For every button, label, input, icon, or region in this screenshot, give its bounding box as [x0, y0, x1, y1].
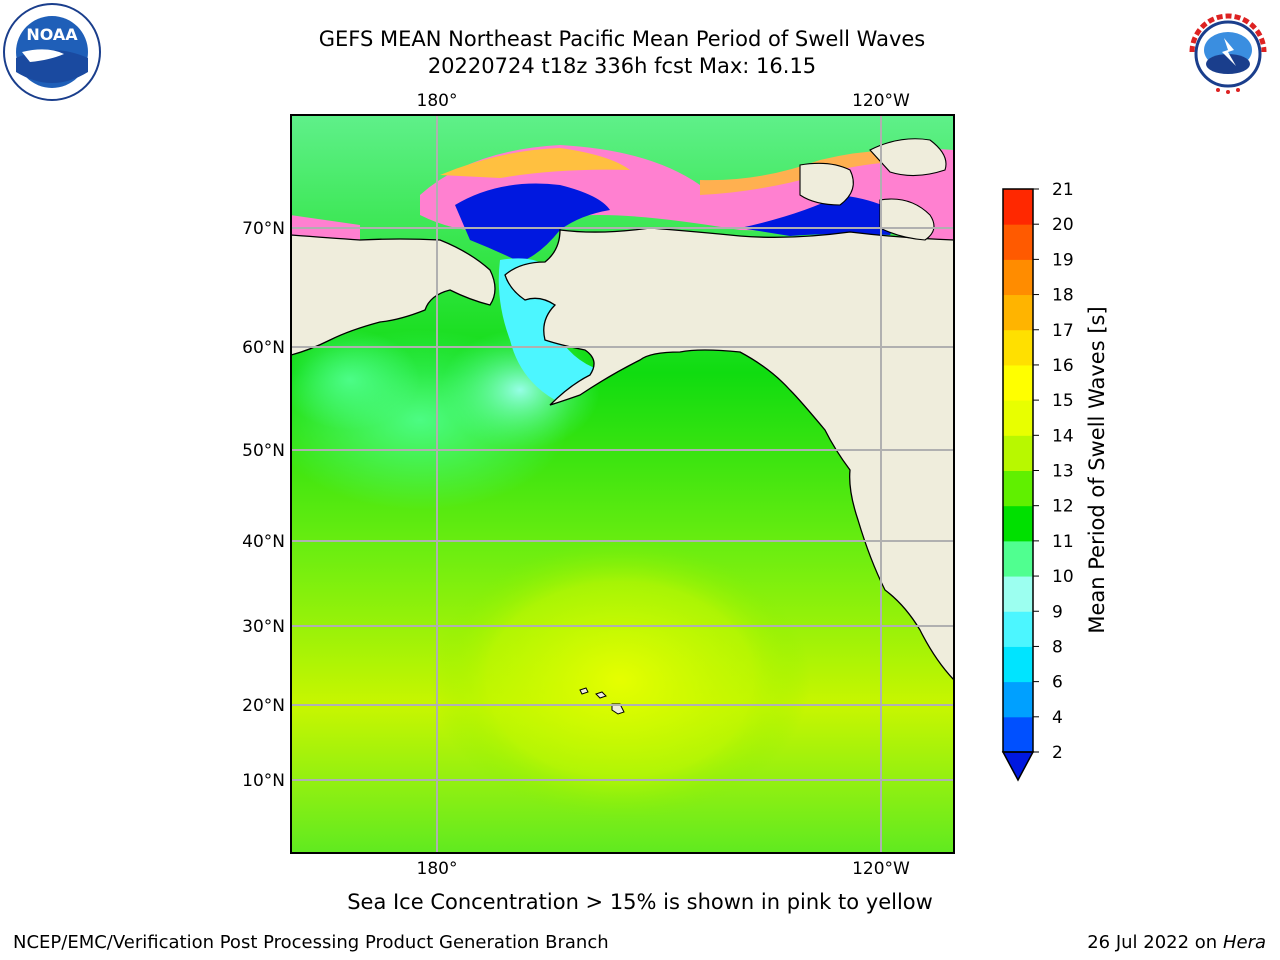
- lon-label-top-120w: 120°W: [852, 91, 910, 111]
- lat-label-70n: 70°N: [242, 219, 285, 239]
- footer-date-text: 26 Jul 2022 on: [1087, 932, 1223, 953]
- colorbar-swatch: [1003, 400, 1033, 436]
- lat-label-40n: 40°N: [242, 532, 285, 552]
- colorbar-label: Mean Period of Swell Waves [s]: [1085, 306, 1109, 634]
- lat-label-30n: 30°N: [242, 617, 285, 637]
- land-siberia: [291, 234, 496, 356]
- high-period-region: [430, 540, 810, 820]
- colorbar-tick-label: 12: [1052, 497, 1074, 517]
- colorbar-tick-label: 15: [1052, 391, 1074, 411]
- colorbar-tick-label: 4: [1052, 708, 1063, 728]
- mid-period-region-far-west: [291, 330, 420, 430]
- colorbar-tick-label: 14: [1052, 426, 1074, 446]
- nws-logo: [1180, 4, 1276, 100]
- lat-label-50n: 50°N: [242, 441, 285, 461]
- colorbar-swatch: [1003, 259, 1033, 296]
- chart-title: GEFS MEAN Northeast Pacific Mean Period …: [318, 27, 926, 51]
- colorbar-swatch: [1003, 681, 1033, 718]
- colorbar-swatch: [1003, 646, 1033, 683]
- noaa-logo-text: NOAA: [26, 25, 78, 44]
- colorbar-tick-label: 6: [1052, 673, 1063, 693]
- colorbar-swatch: [1003, 224, 1033, 260]
- colorbar-under-extension: [1001, 751, 1035, 782]
- colorbar-tick-label: 2: [1052, 743, 1063, 763]
- colorbar-tick-label: 17: [1052, 321, 1074, 341]
- lat-label-10n: 10°N: [242, 771, 285, 791]
- colorbar-swatch: [1003, 435, 1033, 471]
- footer-date: 26 Jul 2022 on Hera: [1087, 932, 1266, 953]
- colorbar-tick-label: 8: [1052, 637, 1063, 657]
- colorbar-swatch: [1003, 329, 1033, 366]
- colorbar-swatch: [1003, 294, 1033, 331]
- map-area: [291, 115, 954, 853]
- colorbar-tick-label: 16: [1052, 356, 1074, 376]
- colorbar-swatch: [1003, 716, 1033, 753]
- sea-ice-caption: Sea Ice Concentration > 15% is shown in …: [347, 890, 933, 914]
- map-frame: [290, 114, 955, 854]
- colorbar-swatch: [1003, 540, 1033, 577]
- colorbar-tick-label: 13: [1052, 462, 1074, 482]
- graticule: [291, 115, 954, 853]
- colorbar-swatch: [1003, 470, 1033, 507]
- lon-label-bottom-120w: 120°W: [852, 859, 910, 879]
- lon-label-bottom-180: 180°: [417, 859, 458, 879]
- colorbar-tick-label: 11: [1052, 532, 1074, 552]
- low-period-arctic: [455, 183, 610, 262]
- colorbar-tick-label: 9: [1052, 602, 1063, 622]
- lat-label-20n: 20°N: [242, 696, 285, 716]
- footer-credit: NCEP/EMC/Verification Post Processing Pr…: [13, 932, 609, 953]
- colorbar-swatch: [1003, 189, 1033, 225]
- colorbar-tick-label: 18: [1052, 286, 1074, 306]
- colorbar-swatch: [1003, 364, 1033, 401]
- colorbar-tick-label: 19: [1052, 250, 1074, 270]
- noaa-logo: NOAA: [3, 3, 101, 101]
- colorbar-swatch: [1003, 505, 1033, 542]
- colorbar-tick-label: 10: [1052, 567, 1074, 587]
- lat-label-60n: 60°N: [242, 338, 285, 358]
- footer-machine: Hera: [1222, 932, 1266, 953]
- colorbar: 2 4 6 8 9 10 11 12 13 14 15 16 17 18 19 20 21: [1001, 180, 1074, 782]
- colorbar-tick-label: 21: [1052, 180, 1074, 200]
- lon-label-top-180: 180°: [417, 91, 458, 111]
- chart-subtitle: 20220724 t18z 336h fcst Max: 16.15: [427, 54, 817, 78]
- land-north-america: [504, 227, 954, 681]
- colorbar-tick-label: 20: [1052, 215, 1074, 235]
- colorbar-swatch: [1003, 576, 1033, 612]
- colorbar-swatch: [1003, 611, 1033, 647]
